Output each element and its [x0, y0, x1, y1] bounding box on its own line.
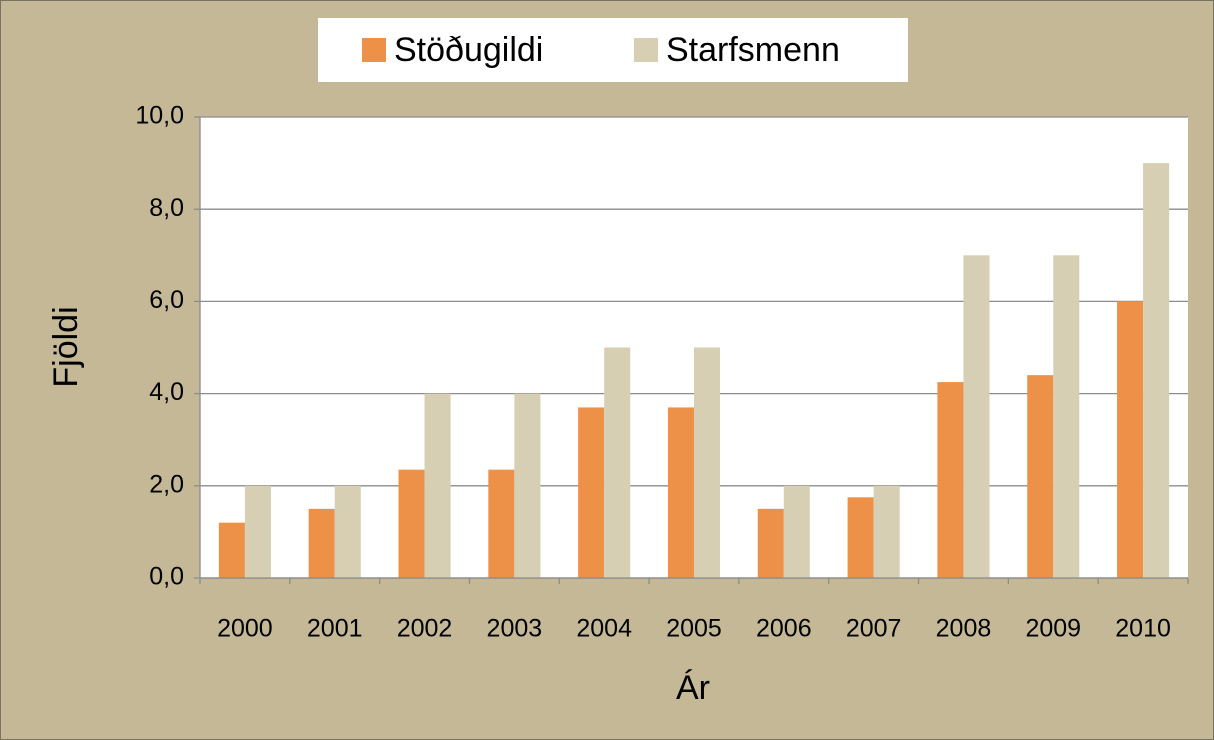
bar [604, 347, 631, 578]
bar [424, 393, 451, 578]
bar [334, 485, 361, 578]
legend-swatch [634, 38, 658, 62]
x-tick-label: 2010 [1115, 615, 1171, 643]
y-tick-label: 10,0 [135, 102, 184, 130]
bar [1027, 375, 1054, 578]
bar [1053, 255, 1080, 579]
bar [514, 393, 541, 578]
bar [667, 407, 694, 578]
x-tick-label: 2007 [846, 615, 902, 643]
x-tick-label: 2002 [397, 615, 453, 643]
bar [873, 485, 900, 578]
x-tick-label: 2009 [1025, 615, 1081, 643]
legend-label: Stöðugildi [394, 31, 543, 69]
legend-label: Starfsmenn [666, 31, 840, 69]
bar [308, 508, 335, 578]
bar [694, 347, 721, 578]
bar [937, 382, 964, 578]
bar [783, 485, 810, 578]
bar [847, 497, 874, 578]
y-tick-label: 6,0 [149, 286, 184, 314]
legend-swatch [362, 38, 386, 62]
bar [757, 508, 784, 578]
x-tick-label: 2004 [576, 615, 632, 643]
x-tick-label: 2000 [217, 615, 273, 643]
bar [218, 522, 245, 578]
bar [578, 407, 605, 578]
bar [488, 469, 515, 578]
x-tick-label: 2005 [666, 615, 722, 643]
x-tick-label: 2006 [756, 615, 812, 643]
x-tick-label: 2008 [936, 615, 992, 643]
x-tick-label: 2001 [307, 615, 363, 643]
bar [1117, 301, 1144, 578]
bar [398, 469, 425, 578]
y-tick-label: 2,0 [149, 470, 184, 498]
x-axis-title: Ár [676, 669, 710, 707]
y-axis-title: Fjöldi [47, 306, 85, 387]
y-tick-label: 4,0 [149, 378, 184, 406]
bar [244, 485, 271, 578]
legend-box [318, 18, 908, 82]
y-tick-label: 8,0 [149, 194, 184, 222]
x-tick-label: 2003 [487, 615, 543, 643]
bar [1143, 163, 1170, 578]
y-tick-label: 0,0 [149, 563, 184, 591]
bar [963, 255, 990, 579]
